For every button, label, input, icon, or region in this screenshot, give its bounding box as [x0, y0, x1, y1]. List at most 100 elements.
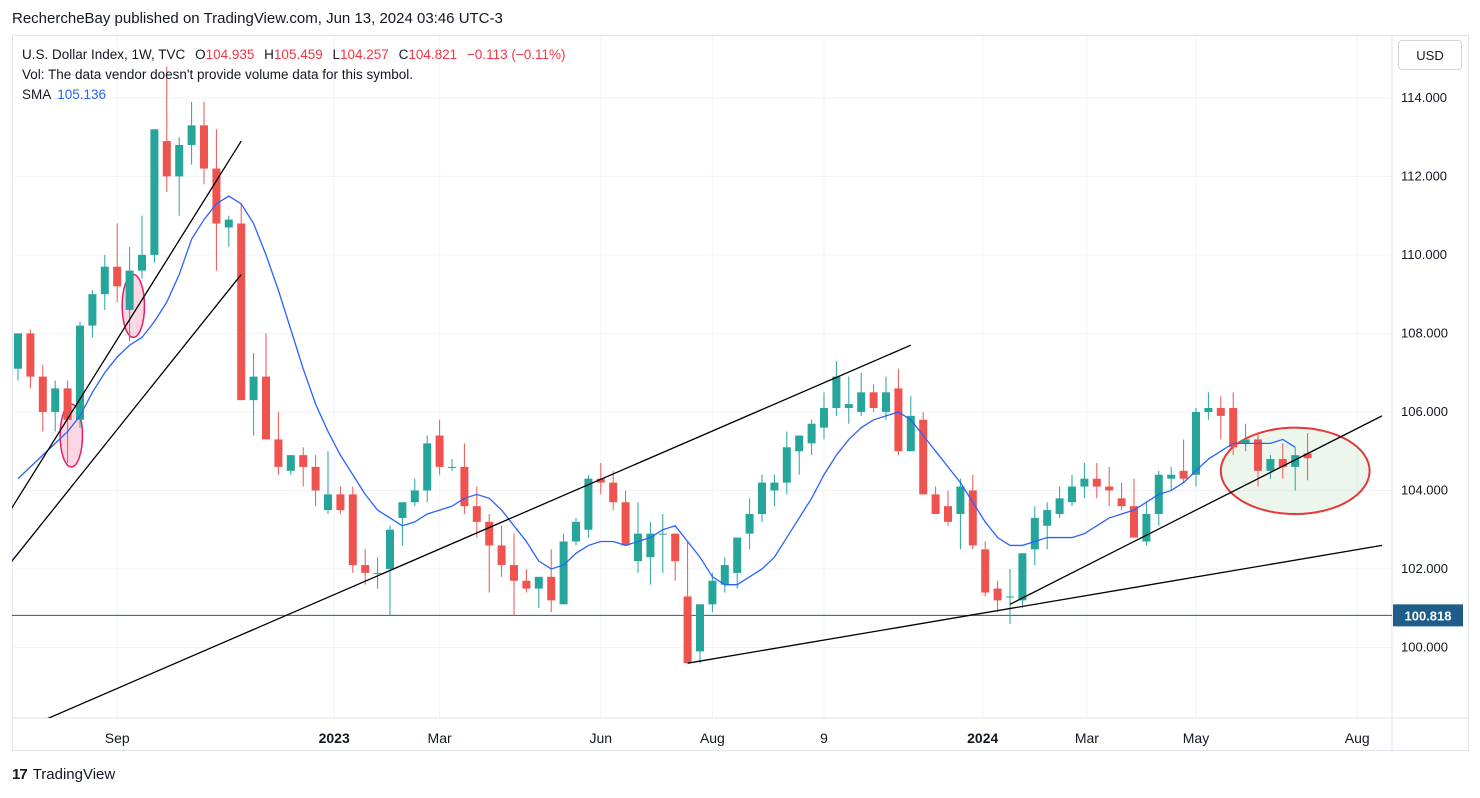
candle-body[interactable] — [398, 502, 407, 518]
candle-body[interactable] — [584, 478, 593, 530]
candle-body[interactable] — [1006, 596, 1014, 598]
candle-body[interactable] — [820, 408, 828, 428]
candle-body[interactable] — [348, 494, 357, 566]
candle-body[interactable] — [596, 478, 605, 483]
candle-body[interactable] — [1254, 439, 1262, 471]
candle-body[interactable] — [187, 125, 196, 145]
candle-body[interactable] — [696, 604, 704, 652]
candle-body[interactable] — [534, 576, 543, 589]
candle-body[interactable] — [968, 490, 977, 546]
candle-body[interactable] — [782, 447, 791, 483]
candle-body[interactable] — [274, 439, 283, 467]
candle-body[interactable] — [944, 506, 952, 522]
candle-body[interactable] — [262, 376, 270, 440]
candle-body[interactable] — [547, 576, 556, 601]
candle-body[interactable] — [423, 443, 432, 491]
candle-body[interactable] — [38, 376, 47, 412]
candle-body[interactable] — [931, 494, 940, 515]
symbol-info[interactable]: U.S. Dollar Index, 1W, TVC — [22, 47, 186, 62]
candle-body[interactable] — [63, 388, 72, 420]
candle-body[interactable] — [138, 254, 146, 271]
candle-body[interactable] — [1068, 486, 1076, 503]
candle-body[interactable] — [150, 129, 159, 255]
candle-body[interactable] — [26, 333, 35, 377]
candle-body[interactable] — [894, 388, 903, 452]
candle-body[interactable] — [286, 455, 295, 471]
candle-body[interactable] — [386, 529, 394, 569]
candle-body[interactable] — [1142, 514, 1151, 542]
candle-body[interactable] — [832, 376, 841, 409]
trendline[interactable] — [30, 344, 912, 726]
candle-body[interactable] — [906, 415, 915, 452]
candle-body[interactable] — [1092, 478, 1101, 487]
candle-body[interactable] — [249, 376, 258, 401]
candle-body[interactable] — [175, 144, 184, 177]
candle-body[interactable] — [373, 572, 382, 574]
candle-body[interactable] — [460, 466, 469, 507]
candle-body[interactable] — [869, 392, 878, 409]
candle-body[interactable] — [559, 541, 568, 605]
candle-body[interactable] — [795, 435, 804, 452]
candle-body[interactable] — [237, 223, 246, 401]
candle-body[interactable] — [1266, 459, 1275, 471]
candle-body[interactable] — [844, 404, 853, 409]
candle-body[interactable] — [510, 565, 518, 581]
candle-body[interactable] — [658, 533, 667, 535]
candle-body[interactable] — [1167, 474, 1176, 479]
candle-body[interactable] — [76, 325, 84, 420]
candle-body[interactable] — [1030, 517, 1039, 550]
candle-body[interactable] — [683, 596, 692, 664]
candle-body[interactable] — [435, 435, 444, 467]
candle-body[interactable] — [299, 455, 308, 467]
candle-body[interactable] — [1105, 486, 1114, 491]
plot-area[interactable] — [6, 66, 1392, 726]
candle-body[interactable] — [472, 506, 481, 522]
candle-body[interactable] — [609, 482, 618, 503]
candle-body[interactable] — [1241, 439, 1250, 444]
candle-body[interactable] — [1229, 408, 1238, 448]
candle-body[interactable] — [720, 565, 729, 585]
candle-body[interactable] — [212, 168, 221, 224]
candle-body[interactable] — [708, 580, 717, 605]
candle-body[interactable] — [993, 588, 1002, 601]
sma-line[interactable] — [17, 195, 1296, 586]
candle-body[interactable] — [324, 494, 332, 511]
candle-body[interactable] — [1117, 498, 1126, 507]
candle-body[interactable] — [1278, 459, 1287, 467]
candle-body[interactable] — [745, 514, 754, 534]
candle-body[interactable] — [162, 141, 171, 177]
trendline[interactable] — [6, 140, 242, 518]
candle-body[interactable] — [621, 502, 630, 546]
candle-body[interactable] — [646, 533, 655, 558]
candle-body[interactable] — [1080, 478, 1089, 487]
candle-body[interactable] — [1216, 408, 1225, 416]
candle-body[interactable] — [1204, 408, 1213, 412]
candle-body[interactable] — [634, 533, 642, 562]
candle-body[interactable] — [1303, 453, 1312, 459]
candle-body[interactable] — [671, 533, 680, 562]
candle-body[interactable] — [572, 521, 580, 542]
candle-body[interactable] — [1018, 553, 1027, 601]
candle-body[interactable] — [770, 482, 779, 491]
candle-body[interactable] — [1043, 510, 1052, 526]
candle-body[interactable] — [448, 466, 456, 468]
candle-body[interactable] — [919, 419, 928, 495]
candle-body[interactable] — [1055, 498, 1064, 515]
candle-body[interactable] — [14, 333, 22, 369]
candle-body[interactable] — [336, 494, 345, 511]
candle-body[interactable] — [125, 270, 134, 310]
candle-body[interactable] — [88, 294, 97, 326]
candle-body[interactable] — [113, 266, 122, 287]
candle-body[interactable] — [100, 266, 109, 295]
trendline[interactable] — [687, 544, 1383, 664]
currency-button[interactable]: USD — [1398, 40, 1462, 70]
candle-body[interactable] — [758, 482, 766, 515]
candle-body[interactable] — [1192, 411, 1200, 475]
sma-row[interactable]: SMA 105.136 — [22, 85, 566, 105]
candle-body[interactable] — [410, 490, 419, 503]
candle-body[interactable] — [857, 392, 866, 412]
candle-body[interactable] — [981, 549, 990, 593]
candle-body[interactable] — [497, 545, 506, 566]
candle-body[interactable] — [1291, 455, 1300, 467]
